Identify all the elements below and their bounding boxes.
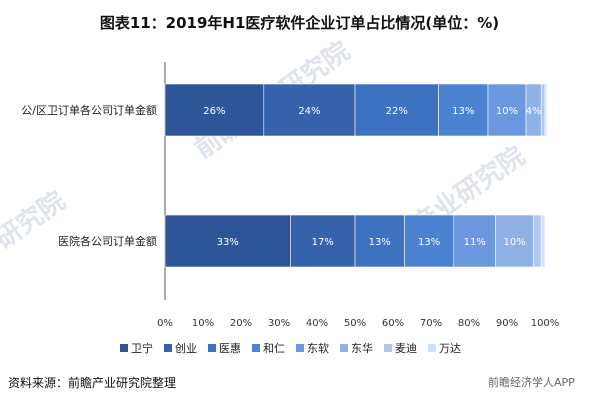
data-label: 10% [503, 237, 525, 248]
bar-segment [533, 214, 542, 268]
x-tick-label: 80% [458, 318, 480, 329]
bar-segment [487, 83, 527, 137]
legend-label: 创业 [175, 342, 197, 355]
legend-swatch [296, 344, 304, 352]
data-label: 13% [418, 237, 440, 248]
data-label: 17% [312, 237, 334, 248]
legend-label: 和仁 [263, 342, 285, 355]
data-label: 24% [298, 106, 320, 117]
category-label: 医院各公司订单金额 [58, 234, 157, 248]
data-label: 13% [452, 106, 474, 117]
bar-segment [540, 83, 546, 137]
x-tick-label: 100% [531, 318, 560, 329]
x-tick-label: 30% [268, 318, 290, 329]
bar-segment [544, 83, 548, 137]
legend-swatch [252, 344, 260, 352]
x-tick-label: 10% [192, 318, 214, 329]
x-tick-label: 60% [382, 318, 404, 329]
data-label: 33% [217, 237, 239, 248]
x-tick-label: 90% [496, 318, 518, 329]
bar-segment [290, 214, 356, 268]
bar-segment [453, 214, 496, 268]
chart-title: 图表11：2019年H1医疗软件企业订单占比情况(单位：%) [99, 14, 500, 32]
bar-segment [354, 83, 439, 137]
bar-segment [263, 83, 356, 137]
legend-label: 卫宁 [131, 341, 153, 355]
bar-segment [354, 214, 405, 268]
legend-swatch [428, 344, 436, 352]
bar-segment [540, 214, 546, 268]
legend-swatch [384, 344, 392, 352]
bar-segment [404, 214, 455, 268]
source-note: 资料来源：前瞻产业研究院整理 [8, 376, 177, 390]
data-label: 26% [203, 106, 225, 117]
data-label: 13% [369, 237, 391, 248]
data-label: 11% [464, 237, 486, 248]
bar-segment [438, 83, 489, 137]
x-tick-label: 50% [344, 318, 366, 329]
data-label: 22% [386, 106, 408, 117]
legend-label: 医惠 [219, 341, 241, 355]
category-label: 公/区卫订单各公司订单金额 [21, 103, 157, 117]
data-label: 10% [496, 106, 518, 117]
bar-segment [164, 214, 291, 268]
legend-swatch [120, 344, 128, 352]
legend-swatch [340, 344, 348, 352]
legend-swatch [208, 344, 216, 352]
bar-segment [495, 214, 534, 268]
x-tick-label: 20% [230, 318, 252, 329]
brand-label: 前瞻经济学人APP [488, 376, 575, 389]
bar-segment [164, 83, 265, 137]
legend-label: 东华 [351, 341, 373, 355]
data-label: 4% [526, 106, 542, 117]
x-tick-label: 40% [306, 318, 328, 329]
legend-label: 东软 [307, 341, 329, 355]
x-tick-label: 70% [420, 318, 442, 329]
legend-label: 麦迪 [395, 342, 417, 355]
legend-label: 万达 [439, 342, 461, 355]
legend-swatch [164, 344, 172, 352]
x-tick-label: 0% [157, 318, 173, 329]
